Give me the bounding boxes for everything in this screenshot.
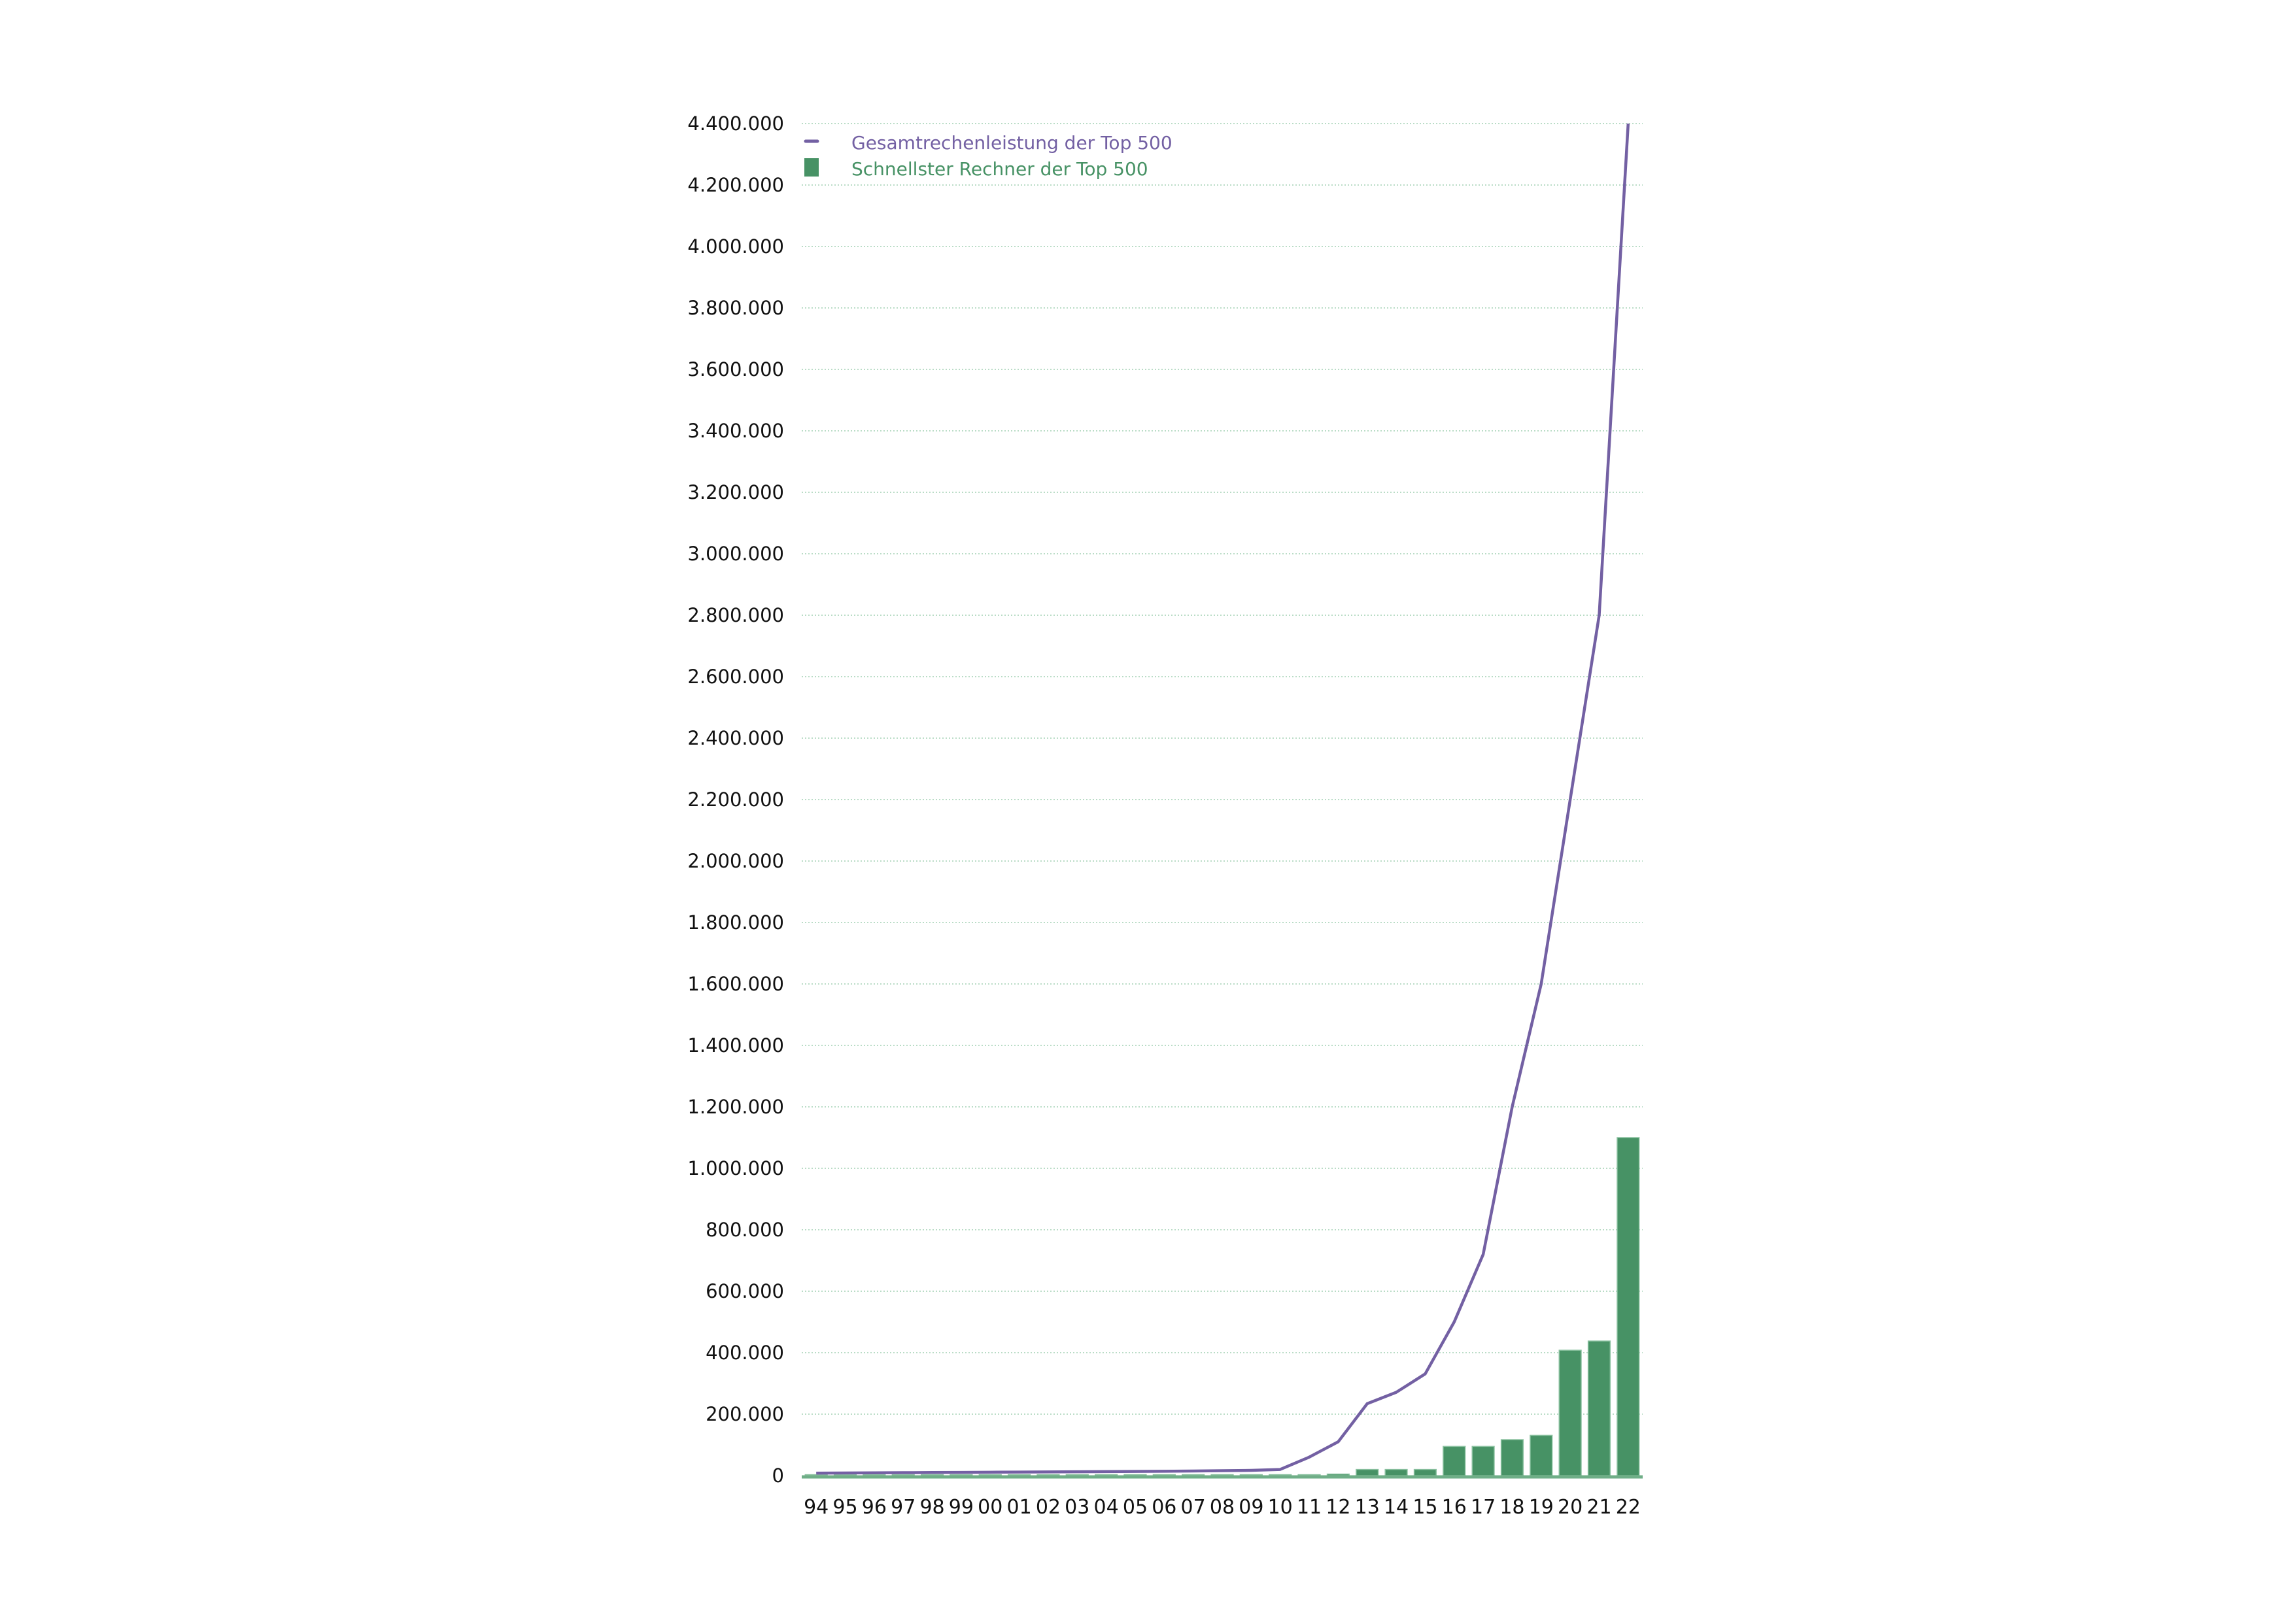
x-tick-label: 94: [804, 1496, 829, 1519]
y-tick-label: 2.400.000: [687, 727, 784, 749]
y-tick-label: 3.000.000: [687, 543, 784, 565]
bar-series: [804, 1137, 1640, 1476]
legend-label-line: Gesamtrechenleistung der Top 500: [851, 132, 1173, 154]
y-tick-label: 200.000: [706, 1403, 784, 1425]
y-tick-label: 1.400.000: [687, 1034, 784, 1057]
bar: [1500, 1439, 1524, 1476]
bar: [1530, 1434, 1553, 1476]
y-tick-label: 2.200.000: [687, 788, 784, 811]
x-tick-label: 06: [1152, 1496, 1176, 1519]
gridlines: [802, 123, 1643, 1415]
x-tick-label: 01: [1006, 1496, 1031, 1519]
y-tick-label: 1.600.000: [687, 973, 784, 995]
legend-label-bar: Schnellster Rechner der Top 500: [851, 158, 1148, 180]
y-tick-label: 3.200.000: [687, 481, 784, 503]
x-tick-label: 17: [1471, 1496, 1496, 1519]
legend-bar-swatch: [804, 158, 819, 177]
x-tick-label: 09: [1239, 1496, 1263, 1519]
x-tick-label: 10: [1268, 1496, 1293, 1519]
y-tick-label: 400.000: [706, 1342, 784, 1364]
y-tick-label: 1.800.000: [687, 911, 784, 934]
y-tick-label: 2.600.000: [687, 666, 784, 688]
y-tick-label: 4.000.000: [687, 235, 784, 258]
y-tick-label: 0: [772, 1464, 784, 1487]
y-tick-label: 4.400.000: [687, 112, 784, 135]
bar: [1443, 1446, 1466, 1476]
y-tick-label: 2.800.000: [687, 604, 784, 626]
y-tick-label: 3.600.000: [687, 358, 784, 381]
y-tick-label: 600.000: [706, 1280, 784, 1302]
x-tick-label: 96: [862, 1496, 887, 1519]
y-tick-label: 3.800.000: [687, 297, 784, 319]
x-tick-label: 02: [1036, 1496, 1061, 1519]
x-tick-label: 04: [1094, 1496, 1119, 1519]
x-tick-label: 95: [832, 1496, 857, 1519]
y-tick-label: 1.000.000: [687, 1157, 784, 1179]
x-tick-label: 21: [1586, 1496, 1611, 1519]
legend: Gesamtrechenleistung der Top 500 Schnell…: [804, 132, 1173, 180]
y-tick-label: 4.200.000: [687, 174, 784, 196]
bar: [1587, 1340, 1611, 1476]
x-tick-label: 18: [1499, 1496, 1524, 1519]
x-tick-label: 16: [1442, 1496, 1467, 1519]
x-tick-label: 22: [1616, 1496, 1641, 1519]
x-tick-label: 08: [1210, 1496, 1235, 1519]
x-tick-label: 20: [1558, 1496, 1583, 1519]
x-tick-label: 97: [891, 1496, 916, 1519]
x-tick-label: 99: [949, 1496, 974, 1519]
x-tick-label: 11: [1297, 1496, 1322, 1519]
y-tick-label: 1.200.000: [687, 1096, 784, 1118]
x-tick-label: 15: [1412, 1496, 1437, 1519]
line-series: [816, 123, 1630, 1475]
bar: [1384, 1468, 1408, 1476]
bar: [1617, 1137, 1640, 1476]
x-tick-label: 14: [1384, 1496, 1409, 1519]
x-axis: 94 95 96 97 98 99 00 01 02 03 04 05 06 07 08 09 10 11 12 13…: [804, 1496, 1641, 1519]
x-tick-label: 98: [919, 1496, 944, 1519]
bar: [1413, 1468, 1437, 1476]
x-tick-label: 12: [1326, 1496, 1350, 1519]
x-tick-label: 03: [1065, 1496, 1089, 1519]
x-tick-label: 00: [978, 1496, 1002, 1519]
y-tick-label: 3.400.000: [687, 420, 784, 442]
x-tick-label: 07: [1181, 1496, 1206, 1519]
x-tick-label: 19: [1529, 1496, 1554, 1519]
bar: [1356, 1468, 1379, 1476]
y-tick-label: 800.000: [706, 1219, 784, 1241]
x-tick-label: 13: [1355, 1496, 1380, 1519]
y-tick-label: 2.000.000: [687, 850, 784, 872]
bar: [1558, 1349, 1582, 1476]
y-axis: 0 200.000 400.000 600.000 800.000 1.000.000 1.…: [687, 112, 784, 1487]
x-tick-label: 05: [1123, 1496, 1148, 1519]
bar: [1471, 1446, 1495, 1476]
